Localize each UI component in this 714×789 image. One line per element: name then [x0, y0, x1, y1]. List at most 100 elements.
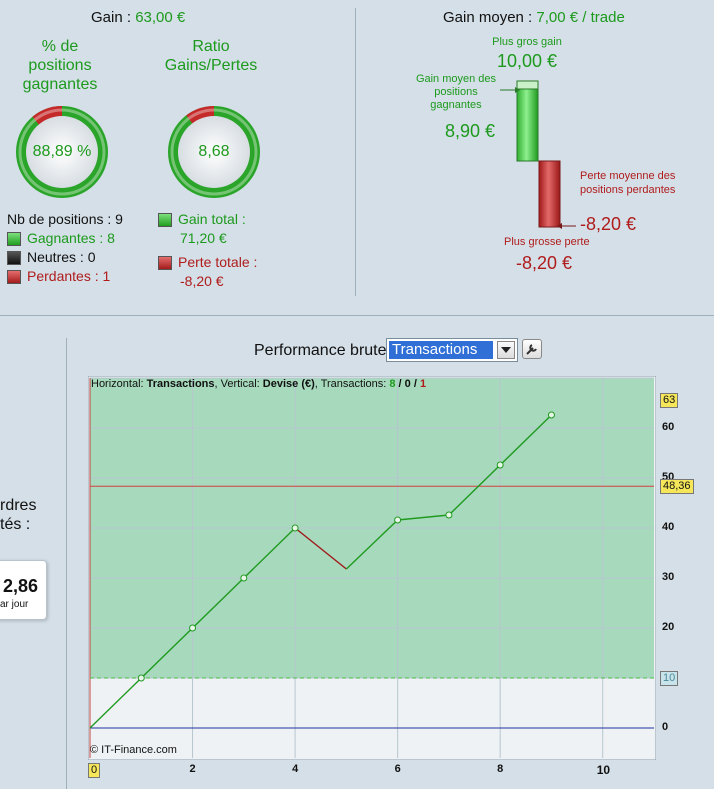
- neutres-label: Neutres : 0: [27, 249, 96, 265]
- gagnantes-label: Gagnantes : 8: [27, 230, 115, 246]
- win-rate-donut: [16, 106, 108, 198]
- series-segment: [448, 464, 501, 516]
- section-separator: [0, 315, 714, 316]
- max-gain-bar: [516, 80, 539, 90]
- gain-moyen-positions-label: Gain moyen des positions gagnantes: [415, 73, 497, 111]
- y-tick-label: 0: [662, 721, 669, 733]
- gain-label: Gain :: [91, 9, 136, 26]
- left-panel-line1: rdres: [0, 497, 37, 514]
- performance-select-value: Transactions: [389, 341, 493, 359]
- info-losses: 1: [419, 378, 427, 390]
- chart-info: Horizontal: Transactions, Vertical: Devi…: [91, 378, 426, 390]
- stat-card-value: 2,86: [3, 576, 39, 596]
- info-wins: 8: [389, 378, 396, 390]
- y-tick-label: 30: [662, 571, 675, 583]
- avg-gain-bar: [516, 88, 539, 162]
- top-separator-vertical: [355, 8, 356, 296]
- ratio-center: 8,68: [198, 143, 230, 160]
- x-tick-label: 6: [394, 763, 401, 775]
- series-segment: [294, 527, 347, 570]
- data-point: [547, 411, 555, 419]
- performance-chart: [88, 376, 656, 760]
- gain-loss-ratio-donut: [168, 106, 260, 198]
- gain-moyen-positions-value: 8,90 €: [444, 121, 496, 141]
- stat-card-sub: ar jour: [0, 599, 29, 610]
- info-mid: , Vertical:: [214, 378, 263, 390]
- performance-label: Performance brute: [254, 342, 387, 359]
- black-square-icon: [7, 251, 21, 266]
- donut2-title: Ratio Gains/Pertes: [164, 38, 258, 74]
- threshold-tag: 10: [660, 671, 679, 686]
- info-sep2: /: [410, 378, 420, 390]
- bottom-separator-vertical: [66, 338, 67, 789]
- positions-neutres: Neutres : 0: [7, 249, 96, 266]
- y-tick-label: 40: [662, 521, 675, 533]
- series-segment: [89, 677, 142, 729]
- perte-moyenne-label: Perte moyenne des positions perdantes: [580, 170, 676, 196]
- data-point: [240, 574, 248, 582]
- gain-header: Gain : 63,00 €: [91, 9, 185, 26]
- gain-total-label: Gain total :: [178, 211, 246, 227]
- x-tick-label: 4: [292, 763, 299, 775]
- series-segment: [140, 627, 194, 679]
- plus-gros-gain-value: 10,00 €: [496, 51, 558, 71]
- gain-total-value: 71,20 €: [180, 230, 227, 246]
- wrench-icon[interactable]: [522, 339, 542, 359]
- gain-value: 63,00 €: [135, 9, 186, 26]
- perte-totale-label: Perte totale :: [178, 254, 258, 270]
- origin-tag: 0: [88, 763, 101, 778]
- gain-moyen-value: 7,00 € / trade: [536, 9, 625, 26]
- red-square-icon: [7, 270, 21, 285]
- chevron-down-icon[interactable]: [497, 341, 515, 359]
- series-segment: [345, 519, 399, 570]
- average-value-tag: 48,36: [660, 479, 694, 495]
- positions-gagnantes: Gagnantes : 8: [7, 230, 115, 247]
- data-point: [445, 511, 453, 519]
- red-square-icon: [158, 256, 172, 271]
- donut-center: [26, 116, 98, 188]
- data-point: [291, 524, 299, 532]
- data-point: [496, 461, 504, 469]
- gain-moyen-label: Gain moyen :: [443, 9, 537, 26]
- data-point: [189, 624, 197, 632]
- data-point: [394, 516, 402, 524]
- gain-moyen-header: Gain moyen : 7,00 € / trade: [443, 9, 625, 26]
- series-segment: [499, 414, 552, 466]
- performance-select[interactable]: Transactions: [386, 338, 518, 362]
- avg-loss-bar: [538, 160, 561, 228]
- info-prefix: Horizontal:: [91, 378, 147, 390]
- info-mid2: , Transactions:: [314, 378, 390, 390]
- copyright: © IT-Finance.com: [90, 744, 177, 756]
- data-point: [137, 674, 145, 682]
- info-sep1: /: [395, 378, 405, 390]
- green-square-icon: [7, 232, 21, 247]
- info-horizontal: Transactions: [146, 378, 215, 390]
- plus-gros-gain-label: Plus gros gain: [492, 36, 562, 48]
- green-square-icon: [158, 213, 172, 228]
- series-segment: [192, 577, 245, 629]
- stat-card: 2,86 ar jour: [0, 560, 47, 620]
- gain-total: Gain total :: [158, 211, 246, 228]
- perte-moyenne-value: -8,20 €: [580, 214, 637, 234]
- x-tick-label: 8: [497, 763, 504, 775]
- y-tick-label: 60: [662, 421, 675, 433]
- donut1-title: % de positions gagnantes: [22, 38, 98, 93]
- x-tick-label: 2: [189, 763, 196, 775]
- x-tick-label: 10: [596, 763, 611, 777]
- win-rate-center: 88,89 %: [32, 143, 92, 160]
- positions-perdantes: Perdantes : 1: [7, 268, 111, 285]
- plus-grosse-perte-label: Plus grosse perte: [504, 236, 590, 248]
- max-value-tag: 63: [660, 393, 679, 408]
- perte-totale-value: -8,20 €: [180, 273, 224, 289]
- perdantes-label: Perdantes : 1: [27, 268, 111, 284]
- info-neutral: 0: [404, 378, 411, 390]
- series-segment: [397, 514, 449, 521]
- positions-count: Nb de positions : 9: [7, 211, 123, 227]
- series-segment: [243, 527, 296, 579]
- gain-perte-bars: [500, 80, 576, 229]
- donut-center: [178, 116, 250, 188]
- perte-totale: Perte totale :: [158, 254, 258, 271]
- info-vertical: Devise (€): [262, 378, 315, 390]
- plus-grosse-perte-value: -8,20 €: [516, 253, 573, 273]
- left-panel-line2: tés :: [0, 516, 31, 533]
